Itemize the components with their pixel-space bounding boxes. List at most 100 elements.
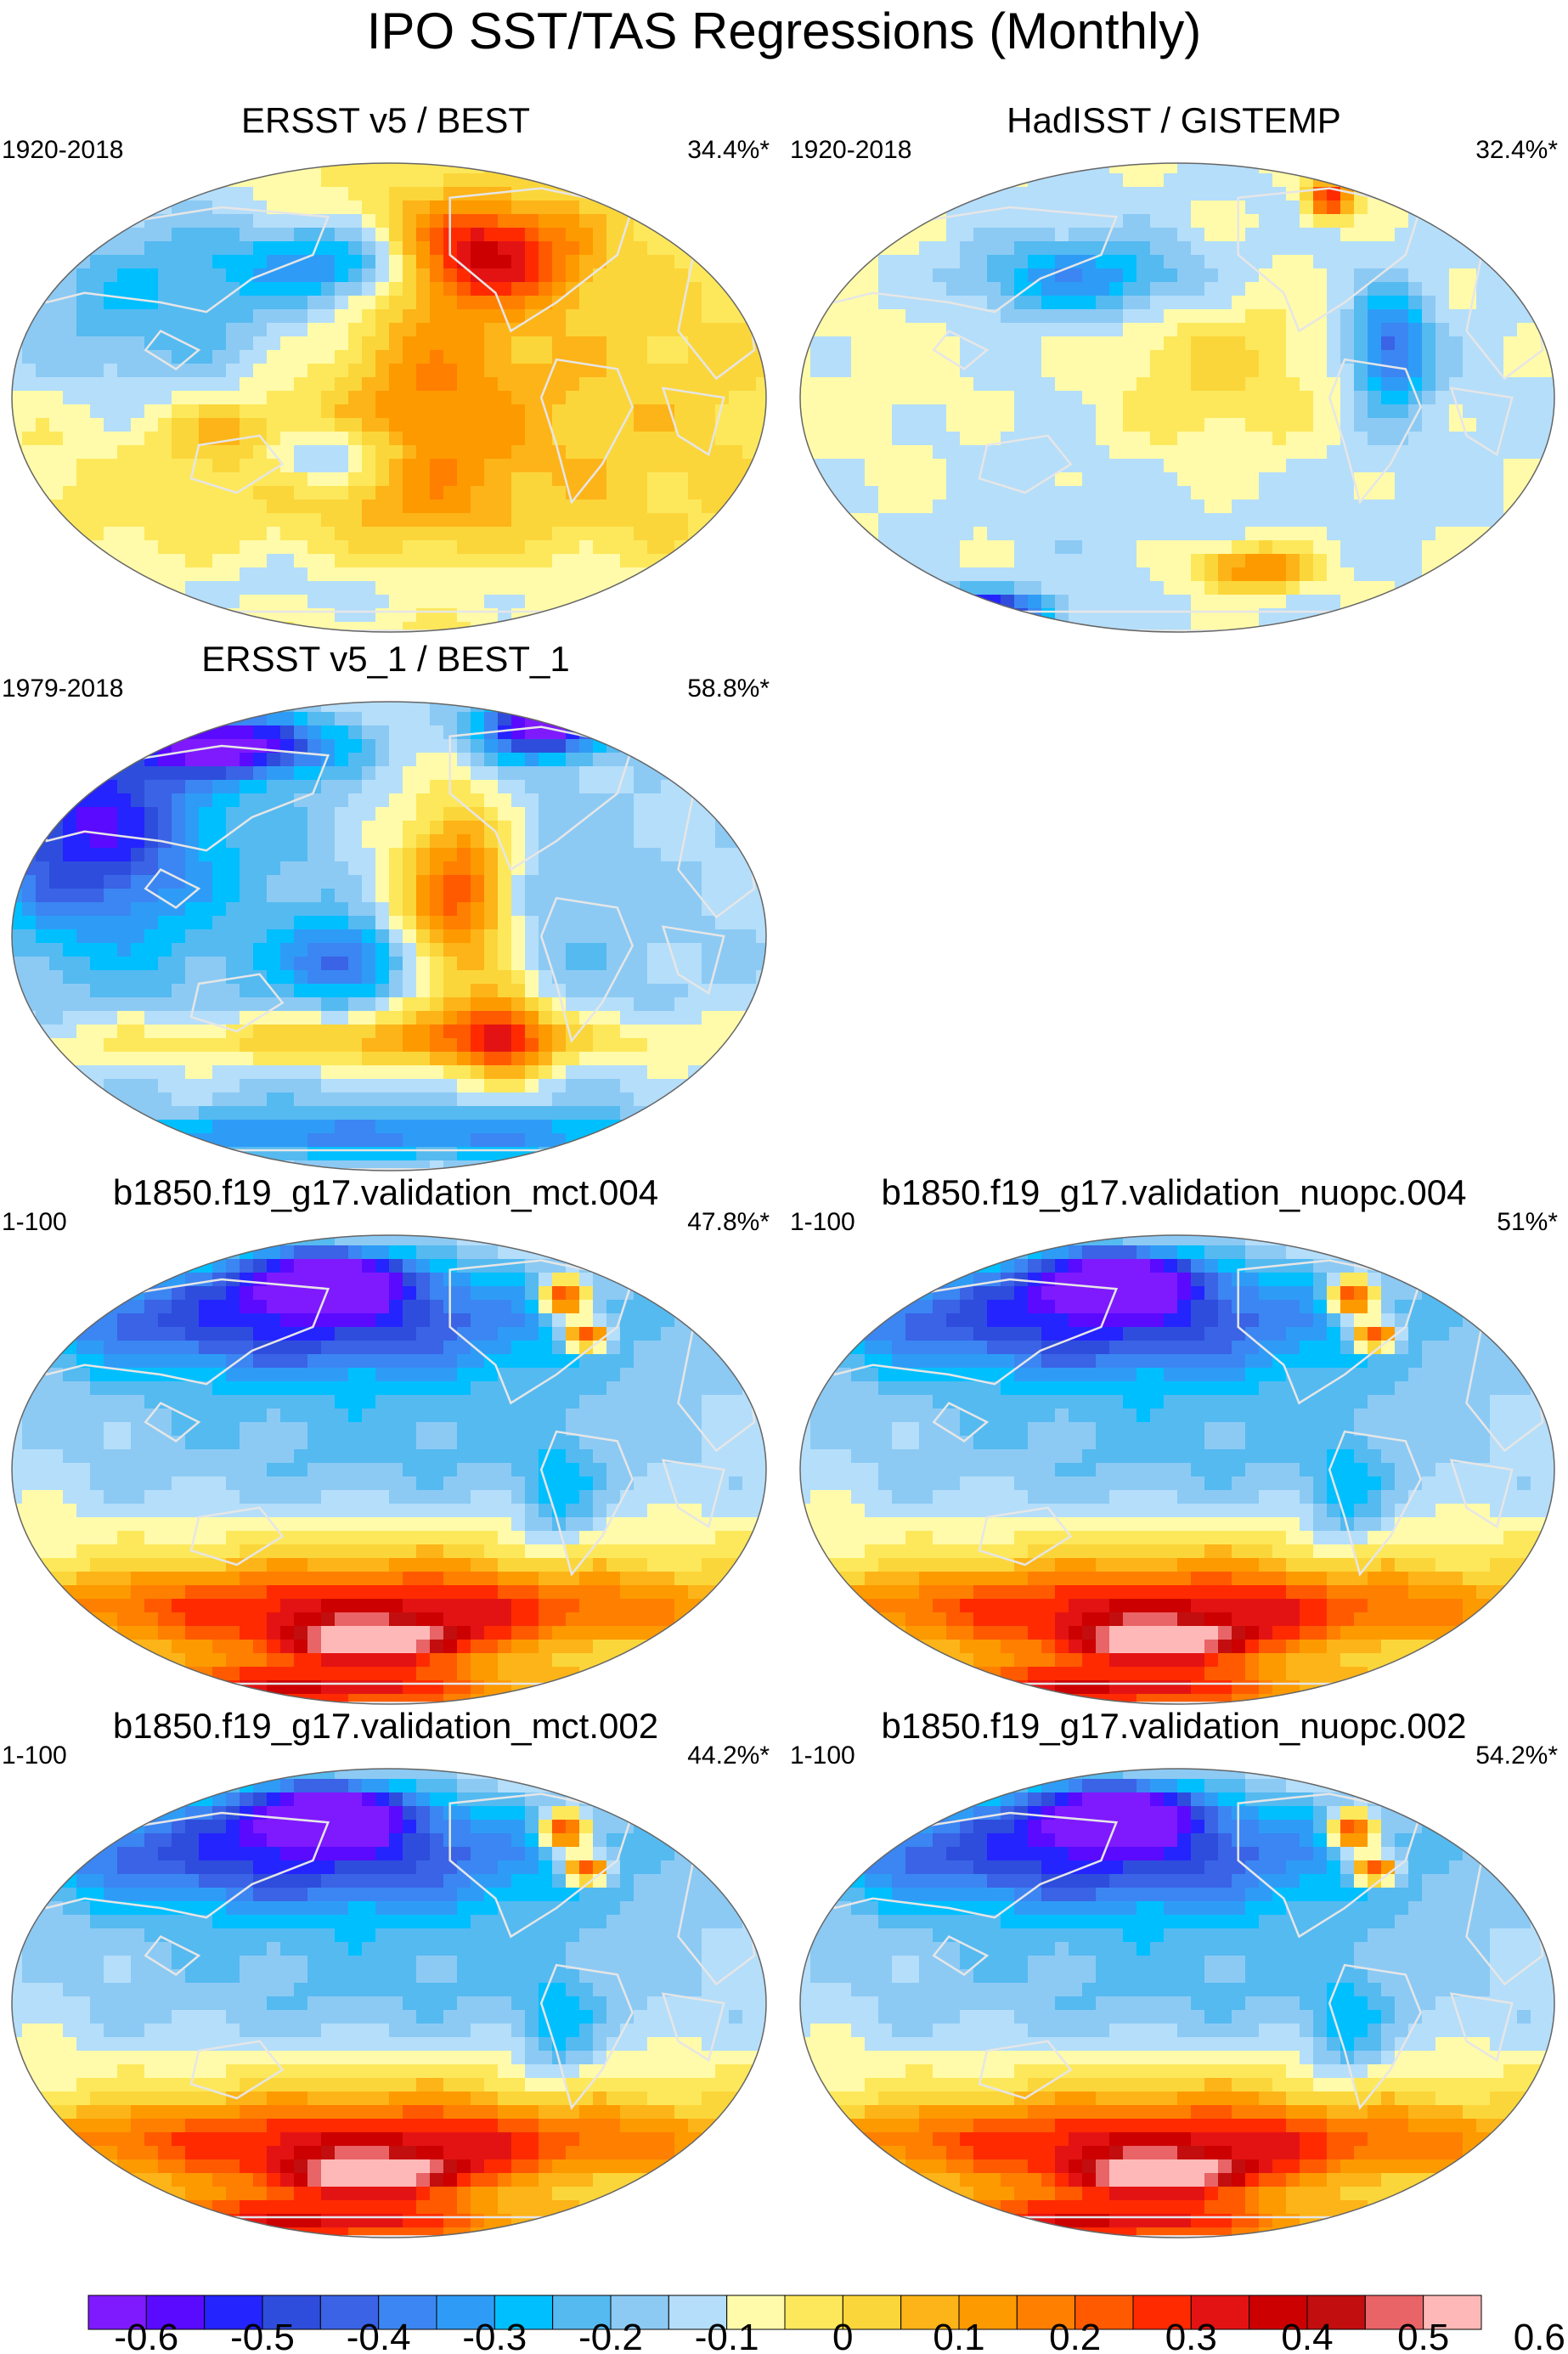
map-cell bbox=[987, 173, 1001, 188]
map-cell bbox=[389, 848, 403, 862]
map-cell bbox=[348, 214, 363, 229]
map-cell bbox=[715, 336, 730, 351]
map-cell bbox=[76, 404, 91, 419]
map-cell bbox=[1340, 513, 1355, 528]
map-cell bbox=[1544, 486, 1554, 500]
map-cell bbox=[267, 255, 281, 269]
map-cell bbox=[375, 554, 390, 568]
map-cell bbox=[348, 848, 363, 862]
map-cell bbox=[49, 554, 64, 568]
map-cell bbox=[294, 350, 308, 364]
map-cell bbox=[1300, 554, 1314, 568]
map-cell bbox=[1463, 595, 1477, 609]
map-cell bbox=[511, 929, 526, 944]
map-cell bbox=[335, 513, 349, 528]
map-cell bbox=[634, 364, 648, 378]
map-cell bbox=[430, 807, 444, 821]
map-cell bbox=[457, 459, 471, 473]
map-cell bbox=[1422, 377, 1436, 392]
map-cell bbox=[525, 753, 539, 767]
map-cell bbox=[172, 228, 186, 242]
map-cell bbox=[1191, 364, 1205, 378]
map-cell bbox=[1395, 336, 1409, 351]
map-cell bbox=[430, 567, 444, 582]
map-cell bbox=[742, 486, 757, 500]
map-cell bbox=[307, 807, 322, 821]
map-cell bbox=[416, 323, 431, 337]
map-cell bbox=[634, 848, 648, 862]
map-cell bbox=[403, 350, 417, 364]
map-cell bbox=[702, 486, 716, 500]
map-cell bbox=[1177, 608, 1192, 623]
map-cell bbox=[742, 902, 757, 917]
map-cell bbox=[416, 500, 431, 514]
map-cell bbox=[919, 241, 933, 256]
map-cell bbox=[579, 725, 594, 740]
map-cell bbox=[49, 323, 64, 337]
map-cell bbox=[525, 766, 539, 781]
map-cell bbox=[1259, 391, 1273, 405]
map-cell bbox=[1531, 268, 1545, 283]
map-cell bbox=[1503, 163, 1518, 174]
map-cell bbox=[525, 404, 539, 419]
map-cell bbox=[1150, 214, 1165, 229]
map-cell bbox=[865, 459, 879, 473]
map-cell bbox=[905, 268, 920, 283]
map-cell bbox=[579, 622, 594, 632]
map-cell bbox=[1327, 255, 1341, 269]
map-cell bbox=[715, 766, 730, 781]
map-cell bbox=[12, 472, 23, 487]
map-cell bbox=[702, 540, 716, 555]
map-cell bbox=[1164, 540, 1178, 555]
map-cell bbox=[1503, 228, 1518, 242]
map-cell bbox=[253, 540, 268, 555]
map-cell bbox=[1096, 350, 1110, 364]
map-cell bbox=[12, 780, 23, 794]
map-cell bbox=[430, 902, 444, 917]
map-cell bbox=[1395, 554, 1409, 568]
map-cell bbox=[1014, 540, 1029, 555]
map-cell bbox=[307, 404, 322, 419]
map-cell bbox=[987, 608, 1001, 623]
map-cell bbox=[539, 472, 553, 487]
map-cell bbox=[267, 702, 281, 713]
map-cell bbox=[851, 459, 866, 473]
map-cell bbox=[1232, 418, 1246, 432]
map-cell bbox=[362, 712, 376, 726]
map-cell bbox=[280, 567, 295, 582]
map-cell bbox=[76, 848, 91, 862]
map-cell bbox=[1177, 173, 1192, 188]
map-cell bbox=[362, 848, 376, 862]
map-cell bbox=[634, 766, 648, 781]
map-cell bbox=[1177, 255, 1192, 269]
map-cell bbox=[1218, 173, 1232, 188]
map-cell bbox=[403, 848, 417, 862]
map-cell bbox=[1164, 282, 1178, 296]
map-cell bbox=[63, 554, 77, 568]
map-cell bbox=[1109, 323, 1124, 337]
map-cell bbox=[634, 725, 648, 740]
map-cell bbox=[199, 766, 213, 781]
map-cell bbox=[117, 500, 132, 514]
map-cell bbox=[800, 309, 811, 324]
map-cell bbox=[471, 445, 485, 460]
map-cell bbox=[566, 712, 580, 726]
map-cell bbox=[416, 418, 431, 432]
map-cell bbox=[702, 889, 716, 903]
map-cell bbox=[1191, 187, 1205, 201]
map-cell bbox=[1544, 608, 1554, 623]
map-cell bbox=[1381, 268, 1396, 283]
map-cell bbox=[1449, 500, 1464, 514]
map-cell bbox=[511, 622, 526, 632]
map-cell bbox=[36, 445, 50, 460]
map-cell bbox=[973, 255, 988, 269]
map-cell bbox=[1408, 323, 1423, 337]
map-cell bbox=[1531, 214, 1545, 229]
map-cell bbox=[674, 929, 689, 944]
map-cell bbox=[90, 753, 104, 767]
map-cell bbox=[104, 780, 118, 794]
map-cell bbox=[919, 255, 933, 269]
map-cell bbox=[12, 821, 23, 835]
map-cell bbox=[1177, 228, 1192, 242]
map-cell bbox=[525, 432, 539, 446]
